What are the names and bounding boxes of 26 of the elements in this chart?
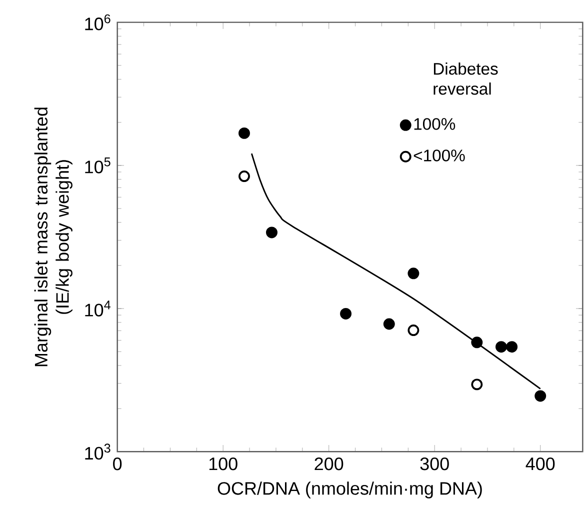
point [383, 318, 395, 330]
point [340, 308, 352, 320]
y-axis-title: Marginal islet mass transplanted (IE/kg body weight) [34, 108, 72, 366]
x-tick-label: 100 [209, 457, 238, 470]
y-tick-label: 10$^{4}$ [85, 300, 110, 316]
x-axis-title: OCR/DNA (nmoles/min·mg DNA) [218, 482, 482, 498]
point [266, 226, 278, 238]
y-tick-label: 10$^{6}$ [85, 14, 110, 30]
point [506, 341, 518, 353]
y-tick-label: 10$^{3}$ [85, 444, 110, 460]
point [496, 341, 507, 353]
point [238, 127, 250, 139]
point [471, 378, 483, 390]
x-tick-label: 200 [314, 457, 344, 470]
x-tick-label: 400 [526, 457, 555, 470]
point [238, 170, 250, 182]
point [408, 268, 420, 280]
point [534, 390, 546, 402]
point [408, 324, 420, 336]
x-tick-label: 0 [113, 457, 122, 470]
legend-title: Diabetes reversal [434, 62, 498, 95]
x-tick-label: 300 [420, 457, 449, 470]
legend-label: 100% [414, 118, 456, 130]
y-tick-label: 10$^{5}$ [85, 158, 110, 174]
legend-label: <100% [414, 150, 465, 162]
point [471, 336, 483, 348]
